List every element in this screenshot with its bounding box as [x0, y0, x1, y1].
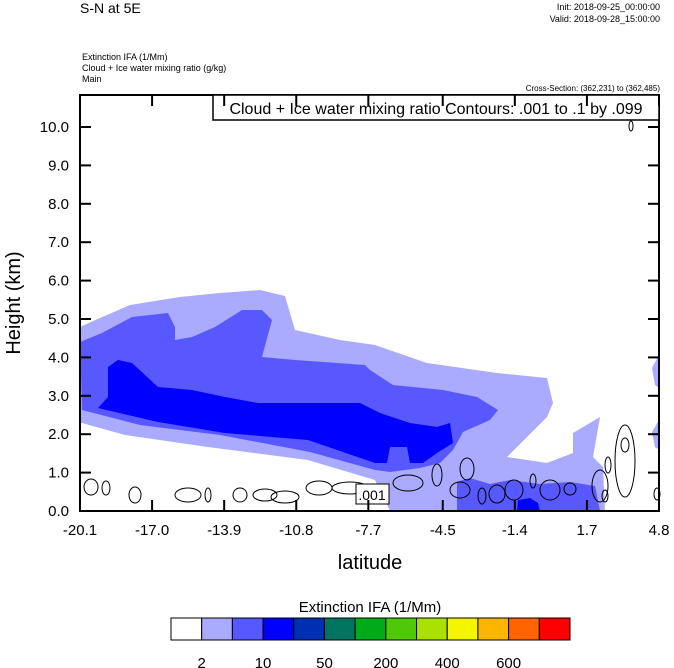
- field-label-3: Main: [82, 74, 102, 84]
- contour-info-box: [212, 94, 660, 121]
- y-tick-label: 0.0: [48, 503, 69, 520]
- fill-level-2-10-edge: [652, 355, 659, 388]
- contour-line: [101, 480, 111, 496]
- colorbar-tick-label: 50: [316, 655, 333, 668]
- y-axis: 0.0 1.0 2.0 3.0 4.0 5.0 6.0 7.0 8.0 9.0 10.0: [40, 119, 659, 520]
- y-tick-label: 2.0: [48, 426, 69, 443]
- contour-line: [628, 120, 634, 132]
- y-tick-label: 5.0: [48, 311, 69, 328]
- colorbar-tick-label: 600: [496, 655, 521, 668]
- plot-area: .001 Cloud + Ice water mixing ratio Cont…: [79, 94, 661, 512]
- x-tick-label: 4.8: [649, 522, 670, 539]
- contour-label-box: [355, 483, 390, 505]
- colorbar-swatch: [323, 617, 356, 641]
- contour-line: [392, 474, 424, 492]
- contour-label: .001: [358, 487, 385, 503]
- y-tick-label: 4.0: [48, 349, 69, 366]
- colorbar-swatch: [538, 617, 571, 641]
- colorbar-swatch: [170, 617, 203, 641]
- contour-line: [204, 487, 212, 503]
- x-tick-label: -10.8: [279, 522, 313, 539]
- contour-line: [449, 481, 471, 499]
- colorbar-swatch: [446, 617, 479, 641]
- x-tick-label: 1.7: [576, 522, 597, 539]
- contour-line: [252, 488, 278, 502]
- colorbar-swatch: [416, 617, 448, 641]
- colorbar-tick-label: 10: [255, 655, 272, 668]
- y-tick-label: 3.0: [48, 388, 69, 405]
- fill-level-50-200-lower: [517, 498, 540, 511]
- colorbar-title: Extinction IFA (1/Mm): [299, 599, 442, 616]
- contour-line: [174, 487, 202, 503]
- contour-line: [591, 469, 609, 503]
- field-label-2: Cloud + Ice water mixing ratio (g/kg): [82, 63, 226, 73]
- colorbar-swatch: [508, 617, 540, 641]
- y-tick-label: 8.0: [48, 196, 69, 213]
- colorbar-swatch: [231, 617, 264, 641]
- contour-line: [459, 457, 475, 481]
- x-axis: -20.1 -17.0 -13.9 -10.8 -7.7 -4.5 -1.4 1.7 4.8: [63, 95, 670, 539]
- x-axis-label: latitude: [338, 552, 403, 574]
- contour-line: [539, 479, 561, 501]
- colorbar-swatch: [262, 617, 295, 641]
- contour-line: [305, 480, 333, 496]
- x-tick-label: -13.9: [207, 522, 241, 539]
- contour-line: [128, 486, 142, 504]
- y-tick-label: 7.0: [48, 234, 69, 251]
- x-tick-label: -7.7: [355, 522, 381, 539]
- x-tick-label: -4.5: [430, 522, 456, 539]
- y-axis-label: Height (km): [3, 251, 25, 354]
- fill-level-50-200: [98, 360, 453, 463]
- contour-line: [529, 473, 537, 489]
- contour-line: [431, 463, 443, 487]
- colorbar-swatch: [354, 617, 387, 641]
- plot-title: S-N at 5E: [80, 0, 141, 16]
- init-time: Init: 2018-09-25_00:00:00: [557, 2, 660, 12]
- colorbar-tick-label: 2: [198, 655, 206, 668]
- x-tick-label: -20.1: [63, 522, 97, 539]
- y-tick-label: 1.0: [48, 465, 69, 482]
- cross-section-label: Cross-Section: (362,231) to (362,485): [526, 84, 661, 93]
- colorbar-swatch: [477, 617, 510, 641]
- valid-time: Valid: 2018-09-28_15:00:00: [550, 14, 660, 24]
- x-tick-label: -1.4: [502, 522, 528, 539]
- contour-line: [488, 484, 506, 504]
- field-label-1: Extinction IFA (1/Mm): [82, 52, 168, 62]
- y-tick-label: 6.0: [48, 273, 69, 290]
- contour-line: [232, 487, 248, 503]
- colorbar-tick-label: 400: [435, 655, 460, 668]
- contour-line: [601, 489, 609, 503]
- colorbar-swatch: [293, 617, 325, 641]
- contour-info: Cloud + Ice water mixing ratio Contours:…: [229, 101, 642, 118]
- colorbar: 2 10 50 200 400 600: [170, 617, 571, 668]
- x-tick-label: -17.0: [135, 522, 169, 539]
- contour-line: [477, 487, 487, 505]
- y-tick-label: 9.0: [48, 157, 69, 174]
- y-tick-label: 10.0: [40, 119, 69, 136]
- colorbar-swatch: [201, 617, 233, 641]
- colorbar-swatch: [385, 617, 418, 641]
- colorbar-tick-label: 200: [373, 655, 398, 668]
- contour-line: [563, 482, 577, 496]
- contour-line: [604, 456, 612, 474]
- contour-line: [83, 478, 99, 496]
- contour-line: [620, 437, 630, 453]
- mixing-ratio-contours: [83, 120, 661, 505]
- contour-line: [614, 424, 636, 498]
- contour-line: [270, 490, 300, 504]
